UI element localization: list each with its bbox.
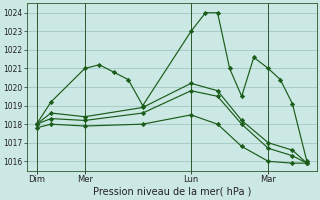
X-axis label: Pression niveau de la mer( hPa ): Pression niveau de la mer( hPa ) bbox=[92, 187, 251, 197]
